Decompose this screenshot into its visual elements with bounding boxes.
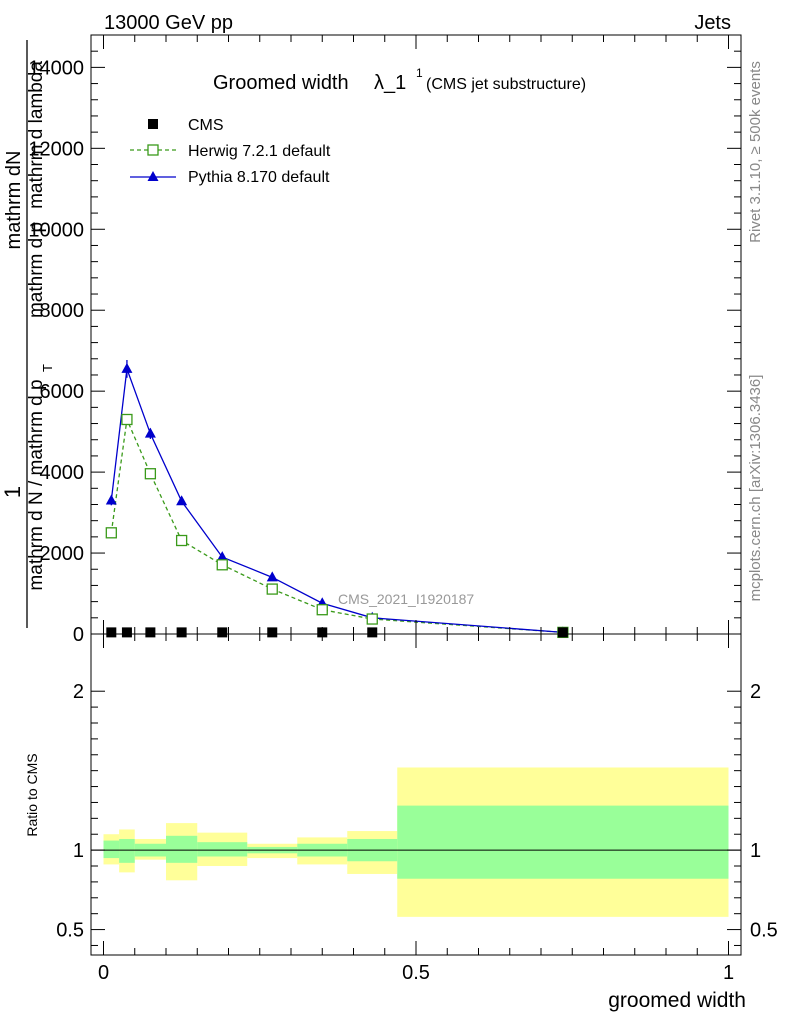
main-axis-ticks: 0 2000 4000 6000 8000 10000 12000 14000 (28, 34, 741, 646)
ratio-tick-label-left: 1 (73, 840, 84, 862)
legend-label-pythia: Pythia 8.170 default (188, 169, 330, 186)
x-tick-label: 1 (723, 962, 734, 984)
pythia-point (216, 551, 228, 562)
ratio-band-inner (119, 838, 135, 863)
pythia-point (266, 571, 278, 582)
pythia-point (144, 427, 156, 438)
herwig-point (121, 413, 133, 426)
legend-label-cms: CMS (188, 117, 224, 134)
ylabel-numerator-one: 1 (0, 486, 25, 498)
legend-marker-cms (148, 119, 158, 129)
pythia-point (176, 495, 188, 506)
pythia-point (105, 494, 117, 505)
ylabel-subscript-t: T (40, 364, 55, 372)
cms-point (217, 627, 228, 638)
ratio-band-inner (103, 840, 120, 859)
y-tick-label: 0 (73, 624, 84, 646)
legend-label-herwig: Herwig 7.2.1 default (188, 143, 331, 160)
legend-marker-herwig (147, 144, 159, 156)
ylabel-denominator-tail: mathrm d lambda (26, 61, 47, 209)
legend-marker-pythia (147, 171, 159, 181)
ratio-axis-ticks: 0.5 0.5 1 1 2 2 (56, 681, 778, 946)
cms-point (557, 627, 568, 638)
header-energy: 13000 GeV pp (104, 12, 233, 34)
plot-title: Groomed width λ_1 1 (CMS jet substructur… (213, 66, 586, 94)
title-superscript: 1 (416, 66, 423, 80)
ratio-tick-label-left: 2 (73, 681, 84, 703)
cms-point (267, 627, 278, 638)
analysis-watermark: CMS_2021_I1920187 (338, 591, 474, 607)
ratio-panel: 0.5 0.5 1 1 2 2 (56, 633, 778, 956)
ratio-ylabel: Ratio to CMS (24, 753, 40, 836)
cms-point (176, 627, 187, 638)
cms-point (145, 627, 156, 638)
ratio-tick-label-right: 1 (750, 840, 761, 862)
herwig-point (266, 583, 278, 595)
title-lambda: λ_1 (374, 72, 406, 94)
ylabel-denominator-outer: mathrm d N / mathrm d p (26, 379, 47, 590)
title-subtitle: (CMS jet substructure) (426, 76, 586, 93)
herwig-point (366, 613, 378, 625)
ylabel-numerator: mathrm dN (3, 151, 25, 250)
main-panel: 0 2000 4000 6000 8000 10000 12000 14000 (28, 34, 742, 646)
pythia-point (121, 362, 133, 373)
title-main: Groomed width (213, 72, 349, 94)
x-axis-label: groomed width (608, 989, 746, 1012)
herwig-point (216, 559, 228, 571)
ratio-band-inner (197, 842, 248, 857)
y-tick-label: 2000 (40, 543, 85, 565)
x-tick-label: 0 (98, 962, 109, 984)
main-series (105, 359, 569, 639)
ratio-band-inner (166, 835, 198, 863)
x-tick-label: 0.5 (402, 962, 430, 984)
ratio-tick-label-right: 2 (750, 681, 761, 703)
ratio-tick-label-left: 0.5 (56, 920, 84, 942)
herwig-point (105, 527, 117, 539)
legend: CMS Herwig 7.2.1 default Pythia 8.170 de… (130, 117, 331, 186)
herwig-point (144, 468, 157, 480)
herwig-point (316, 604, 328, 616)
rivet-label: Rivet 3.1.10, ≥ 500k events (747, 61, 764, 243)
cms-point (367, 627, 378, 638)
cms-point (121, 627, 132, 638)
y-tick-label: 6000 (40, 381, 85, 403)
ratio-bands (103, 767, 729, 917)
y-tick-label: 10000 (28, 219, 84, 241)
y-tick-label: 4000 (40, 462, 85, 484)
ratio-band-inner (397, 805, 729, 879)
y-tick-label: 14000 (28, 57, 84, 79)
cms-point (106, 627, 117, 638)
main-ylabel: 1 mathrm dN mathrm d N / mathrm d p T ma… (0, 40, 55, 628)
ylabel-denominator-mid: mathrm d p (26, 222, 47, 318)
x-axis: 0 0.5 1 (98, 35, 734, 984)
herwig-point (175, 534, 188, 547)
y-tick-label: 8000 (40, 300, 85, 322)
mcplots-label: mcplots.cern.ch [arXiv:1306.3436] (747, 375, 764, 602)
header-jets: Jets (694, 12, 731, 34)
ratio-tick-label-right: 0.5 (750, 920, 778, 942)
y-tick-label: 12000 (28, 138, 84, 160)
